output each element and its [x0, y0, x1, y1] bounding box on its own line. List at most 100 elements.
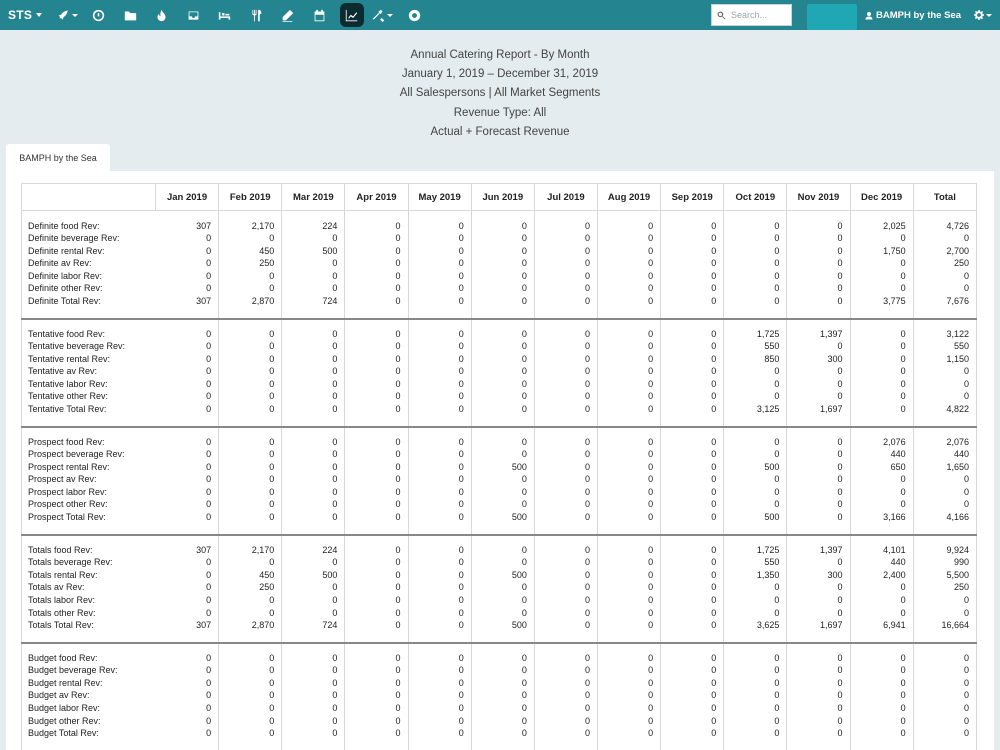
- nav-bed-button[interactable]: [210, 0, 240, 30]
- spacer-cell: [913, 534, 978, 544]
- nav-calendar-button[interactable]: [304, 0, 334, 30]
- month-value-cell: 0: [344, 593, 409, 607]
- search-box[interactable]: [711, 4, 792, 26]
- spacer-cell: [786, 631, 851, 641]
- month-value-cell: 0: [786, 435, 851, 449]
- month-value-cell: 0: [408, 664, 472, 677]
- spacer-cell: [344, 307, 409, 317]
- spacer-cell: [597, 307, 662, 317]
- row-label: Tentative food Rev:: [21, 327, 156, 341]
- nav-tools-button[interactable]: [368, 0, 398, 30]
- spacer-cell: [723, 640, 788, 644]
- month-value-cell: 0: [534, 232, 598, 245]
- spacer-cell: [534, 307, 598, 317]
- month-value-cell: 1,750: [850, 244, 914, 258]
- table-row: Tentative other Rev: 0 0 0 0 0 0 0 0 0 0 0 0 0: [21, 390, 978, 404]
- spacer-cell: [471, 739, 535, 749]
- spacer-cell: [155, 640, 220, 644]
- nav-dashboard-button[interactable]: [84, 0, 114, 30]
- month-value-cell: 0: [850, 727, 914, 740]
- spacer-cell: [21, 631, 156, 641]
- month-value-cell: 2,076: [850, 435, 914, 449]
- spacer-cell: [281, 415, 346, 425]
- column-header: Oct 2019: [723, 183, 788, 211]
- month-value-cell: 0: [597, 619, 662, 632]
- nav-folder-button[interactable]: [115, 0, 145, 30]
- spacer-cell: [281, 210, 346, 220]
- highlight-block[interactable]: [807, 4, 857, 30]
- month-value-cell: 2,400: [850, 568, 914, 582]
- nav-rocket-button[interactable]: [52, 0, 82, 30]
- month-value-cell: 0: [471, 702, 535, 715]
- spacer-cell: [155, 532, 220, 536]
- brand-menu[interactable]: STS: [0, 8, 43, 22]
- month-value-cell: 0: [660, 352, 725, 366]
- fire-icon: [157, 9, 166, 21]
- month-value-cell: 1,350: [723, 568, 788, 582]
- month-value-cell: 0: [281, 606, 346, 620]
- search-input[interactable]: [731, 10, 791, 20]
- month-value-cell: 0: [218, 676, 283, 690]
- month-value-cell: 0: [660, 498, 725, 512]
- report-filters: All Salespersons | All Market Segments: [399, 87, 601, 100]
- month-value-cell: 0: [218, 403, 283, 416]
- month-value-cell: 0: [850, 606, 914, 620]
- month-value-cell: 0: [534, 377, 598, 391]
- month-value-cell: 0: [155, 676, 220, 690]
- spacer-cell: [281, 318, 346, 328]
- month-value-cell: 0: [281, 448, 346, 461]
- month-value-cell: 0: [786, 390, 851, 404]
- month-value-cell: 0: [660, 485, 725, 499]
- month-value-cell: 0: [344, 340, 409, 353]
- month-value-cell: 0: [597, 556, 662, 569]
- month-value-cell: 0: [534, 651, 598, 665]
- spacer-cell: [723, 523, 788, 533]
- month-value-cell: 0: [471, 294, 535, 308]
- spacer-cell: [344, 532, 409, 536]
- month-value-cell: 0: [723, 294, 788, 308]
- month-value-cell: 0: [597, 365, 662, 378]
- month-value-cell: 500: [723, 460, 788, 474]
- nav-fire-button[interactable]: [147, 0, 177, 30]
- row-total-cell: 250: [913, 257, 978, 270]
- gear-icon: [974, 10, 984, 20]
- nav-inbox-button[interactable]: [178, 0, 208, 30]
- month-value-cell: 440: [850, 448, 914, 461]
- row-label: Totals rental Rev:: [21, 568, 156, 582]
- spacer-cell: [155, 210, 220, 220]
- month-value-cell: 0: [471, 676, 535, 690]
- user-menu[interactable]: BAMPH by the Sea: [865, 0, 961, 30]
- month-value-cell: 0: [218, 485, 283, 499]
- row-total-cell: 0: [913, 498, 978, 512]
- row-total-cell: 0: [913, 714, 978, 728]
- user-icon: [865, 11, 873, 19]
- tab-label: BAMPH by the Sea: [19, 152, 97, 163]
- month-value-cell: 0: [344, 232, 409, 245]
- month-value-cell: 0: [660, 664, 725, 677]
- spacer-cell: [913, 642, 978, 652]
- month-value-cell: 0: [660, 593, 725, 607]
- nav-support-button[interactable]: [399, 0, 429, 30]
- row-total-cell: 990: [913, 556, 978, 569]
- spacer-cell: [408, 534, 472, 544]
- table-row: Tentative food Rev: 0 0 0 0 0 0 0 0 0 1,725 1,397 0 3…: [21, 327, 978, 341]
- table-row: Definite rental Rev: 0 450 500 0 0 0 0 0 0 0 0 1,750…: [21, 244, 978, 258]
- spacer-cell: [344, 318, 409, 328]
- month-value-cell: 0: [597, 714, 662, 728]
- month-value-cell: 0: [155, 511, 220, 524]
- spacer-cell: [218, 642, 283, 652]
- nav-reports-button[interactable]: [339, 3, 364, 27]
- column-header-label: [21, 183, 156, 211]
- tab-property[interactable]: BAMPH by the Sea: [6, 144, 110, 171]
- month-value-cell: 0: [660, 448, 725, 461]
- month-value-cell: 0: [723, 651, 788, 665]
- spacer-cell: [155, 739, 220, 749]
- month-value-cell: 0: [155, 448, 220, 461]
- nav-pencil-button[interactable]: [273, 0, 303, 30]
- spacer-cell: [534, 532, 598, 536]
- month-value-cell: 0: [723, 606, 788, 620]
- nav-dining-button[interactable]: [241, 0, 271, 30]
- month-value-cell: 3,625: [723, 619, 788, 632]
- utensils-icon: [251, 9, 261, 21]
- settings-menu[interactable]: [974, 0, 992, 30]
